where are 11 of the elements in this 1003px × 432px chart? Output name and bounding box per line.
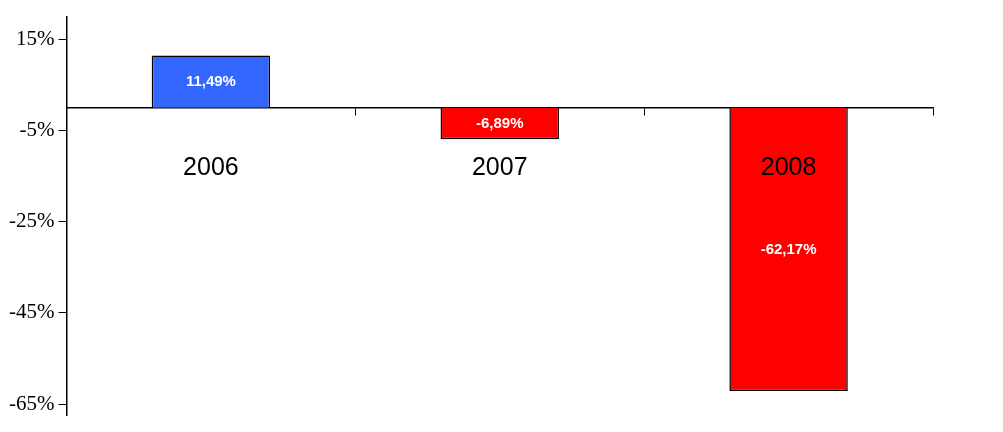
x-tick-label: 2008 bbox=[760, 151, 817, 180]
data-label: 11,49% bbox=[185, 71, 236, 89]
x-tick-label: 2007 bbox=[471, 151, 528, 180]
y-tick-label: -5% bbox=[19, 117, 55, 142]
y-tick-label: -25% bbox=[8, 208, 55, 233]
x-tick-label: 2006 bbox=[183, 151, 239, 180]
y-tick-label: 15% bbox=[15, 25, 55, 50]
y-tick-label: -65% bbox=[8, 390, 55, 415]
y-tick-label: -45% bbox=[8, 299, 55, 324]
data-label: -6,89% bbox=[475, 113, 524, 131]
data-label: -62,17% bbox=[760, 239, 817, 257]
